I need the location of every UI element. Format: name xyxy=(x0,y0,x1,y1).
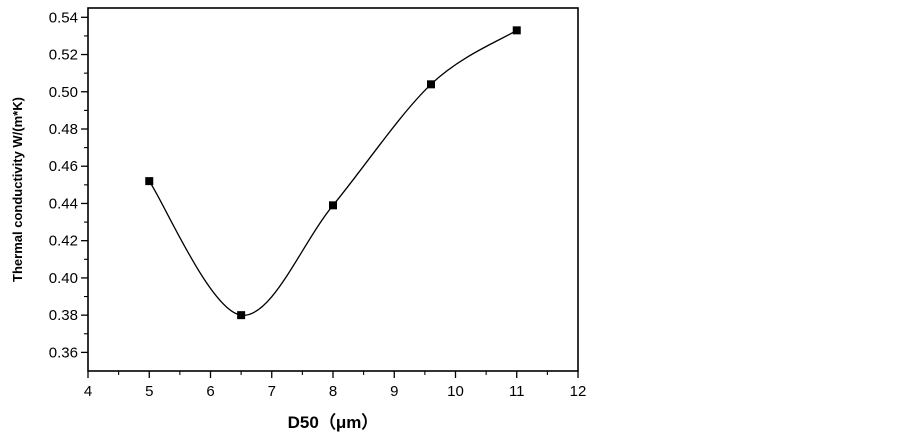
data-markers xyxy=(145,26,521,320)
x-tick-label: 12 xyxy=(570,383,587,400)
data-point xyxy=(145,177,154,186)
major-ticks xyxy=(81,16,579,378)
minor-ticks xyxy=(84,35,548,375)
y-tick-label: 0.46 xyxy=(49,158,78,175)
y-tick-label: 0.52 xyxy=(49,47,78,64)
x-axis-title: D50（μm） xyxy=(288,412,379,432)
plot-frame xyxy=(87,7,579,372)
x-tick-label: 11 xyxy=(509,383,525,400)
y-tick-label: 0.40 xyxy=(49,270,78,287)
x-tick-label: 7 xyxy=(268,383,276,400)
x-tick-label: 8 xyxy=(329,383,337,400)
x-tick-labels: 4 5 6 7 8 9 10 11 12 xyxy=(84,383,587,400)
x-tick-label: 5 xyxy=(145,383,153,400)
data-point xyxy=(237,311,246,320)
x-tick-label: 10 xyxy=(447,383,464,400)
y-tick-label: 0.48 xyxy=(49,121,78,138)
x-tick-label: 4 xyxy=(84,383,92,400)
y-tick-label: 0.42 xyxy=(49,233,78,250)
data-point xyxy=(512,26,521,35)
x-tick-label: 6 xyxy=(206,383,214,400)
y-tick-label: 0.44 xyxy=(49,195,78,212)
y-tick-label: 0.38 xyxy=(49,307,78,324)
y-tick-label: 0.50 xyxy=(49,84,78,101)
y-axis-title: Thermal conductivity W/(m*K) xyxy=(10,97,25,282)
fit-curve xyxy=(148,29,518,316)
data-point xyxy=(329,201,337,210)
y-tick-label: 0.36 xyxy=(49,344,78,361)
y-tick-label: 0.54 xyxy=(49,9,78,26)
y-tick-labels: 0.36 0.38 0.40 0.42 0.44 0.46 0.48 0.50 0.52 0.54 xyxy=(49,9,78,361)
x-tick-label: 9 xyxy=(390,383,398,400)
data-point xyxy=(427,80,435,89)
